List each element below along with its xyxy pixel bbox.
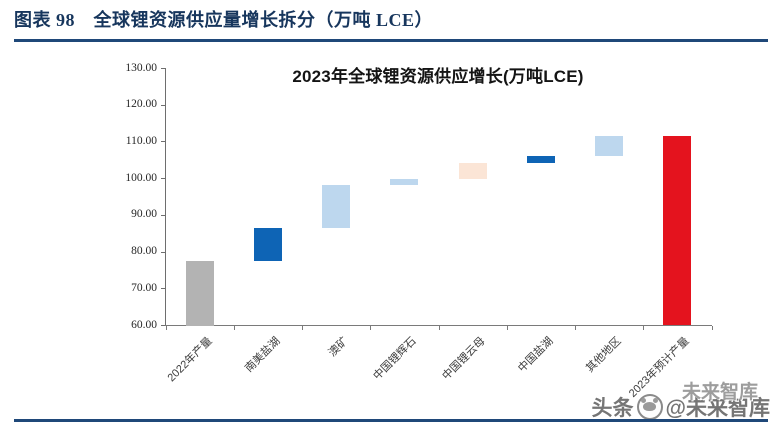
- y-axis-tick: [161, 214, 165, 216]
- x-axis-tick: [302, 326, 303, 330]
- y-axis-tick: [161, 325, 165, 326]
- watermark-ghost-text: 未来智库: [681, 382, 758, 403]
- waterfall-bar: [253, 228, 282, 262]
- y-axis-tick-label: 100.00: [125, 171, 157, 184]
- y-axis-tick: [161, 251, 165, 253]
- x-axis-tick: [370, 326, 372, 330]
- y-axis-tick-label: 120.00: [125, 98, 157, 111]
- y-axis-tick-label: 80.00: [131, 245, 157, 258]
- y-axis-tick: [161, 68, 165, 69]
- y-axis-tick-label: 90.00: [131, 208, 157, 221]
- waterfall-bar: [526, 155, 555, 164]
- y-axis-tick-label: 60.00: [131, 318, 157, 331]
- watermark-account-label: @未来智库: [665, 397, 770, 420]
- x-axis-tick: [643, 326, 645, 330]
- bottom-divider: [14, 419, 768, 422]
- x-axis-tick: [575, 326, 576, 330]
- y-axis-tick: [161, 141, 165, 143]
- y-axis-tick-label: 110.00: [125, 134, 157, 147]
- x-axis-tick: [438, 326, 440, 330]
- waterfall-bar: [458, 163, 487, 179]
- waterfall-bar: [595, 136, 624, 156]
- y-axis-tick: [161, 104, 165, 106]
- y-axis-line: [165, 68, 166, 326]
- x-axis-line: [165, 325, 712, 327]
- watermark-logo-icon: [636, 394, 663, 420]
- x-axis-tick: [711, 326, 713, 330]
- watermark-platform-label: 头条: [591, 397, 634, 420]
- waterfall-bar: [322, 185, 351, 229]
- y-axis-tick: [161, 178, 165, 180]
- chart-title: 2023年全球锂资源供应增长(万吨LCE): [292, 67, 584, 86]
- figure-caption: 图表 98 全球锂资源供应量增长拆分（万吨 LCE）: [14, 10, 434, 30]
- caption-divider: [14, 39, 768, 42]
- x-axis-tick: [506, 326, 508, 330]
- waterfall-bar: [390, 179, 419, 186]
- x-axis-tick: [165, 326, 167, 330]
- y-axis-tick: [161, 288, 165, 290]
- y-axis-tick-label: 130.00: [125, 61, 157, 74]
- watermark: 未来智库 头条 @未来智库: [591, 382, 770, 422]
- x-axis-tick: [233, 326, 235, 330]
- waterfall-bar: [663, 136, 692, 326]
- waterfall-bar: [185, 261, 214, 326]
- y-axis-tick-label: 70.00: [131, 281, 157, 294]
